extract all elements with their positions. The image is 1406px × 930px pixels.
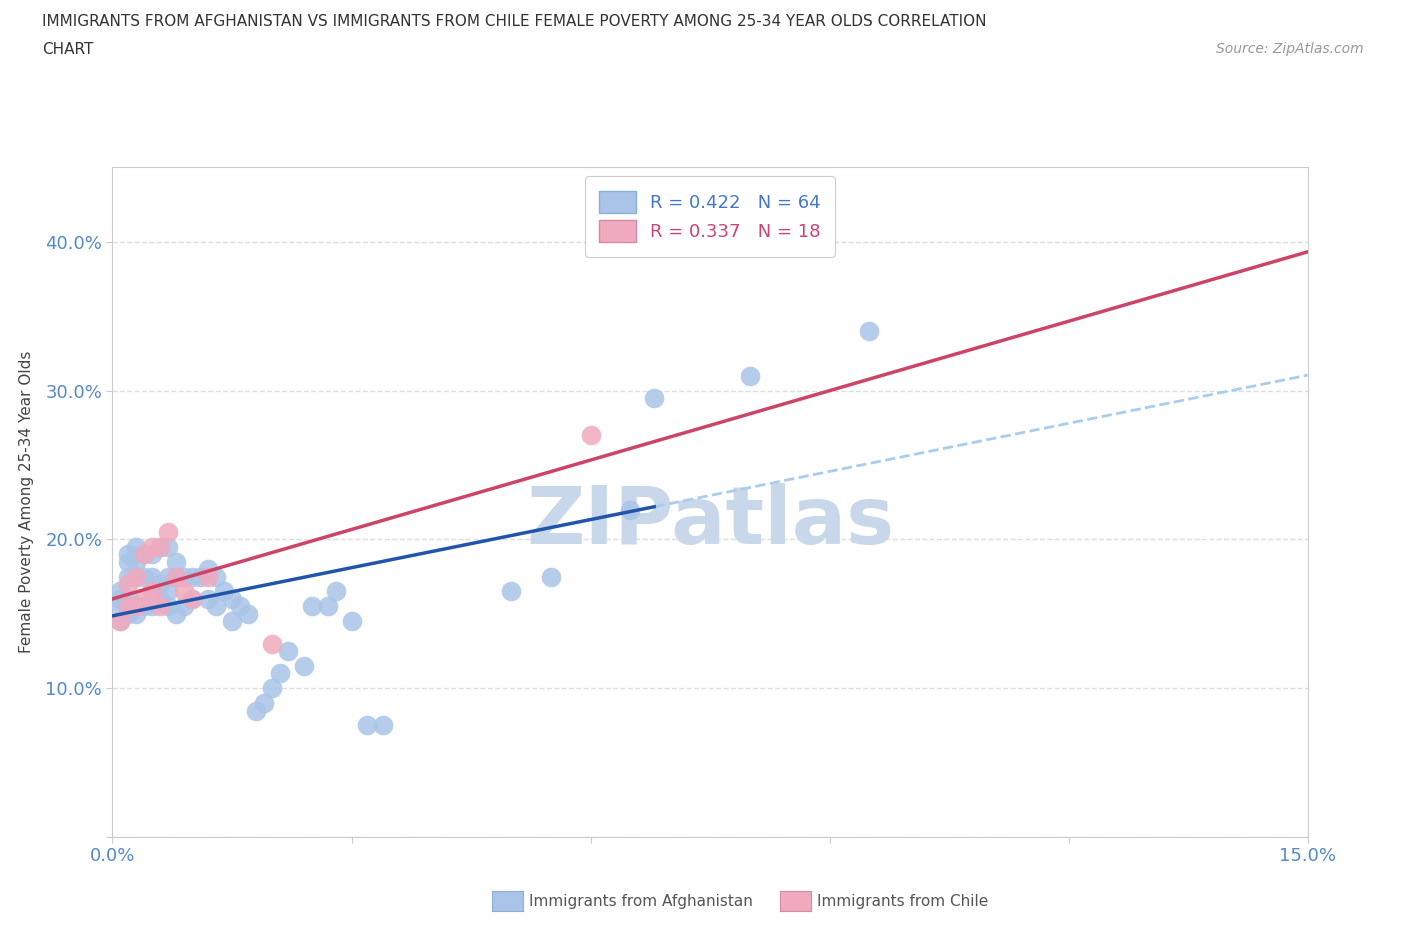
Point [173,569,195,584]
Point [110,591,132,606]
Point [173,584,195,599]
Point [117,547,139,562]
Text: Source: ZipAtlas.com: Source: ZipAtlas.com [1216,42,1364,56]
Point [134,591,156,606]
Point [157,569,180,584]
Point [149,539,172,554]
Point [125,539,148,554]
Point [197,569,219,584]
Point [340,614,363,629]
Point [117,591,139,606]
Point [181,591,204,606]
Point [165,569,187,584]
Point [165,569,187,584]
Point [236,606,259,621]
Point [149,599,172,614]
Point [260,636,283,651]
Point [165,554,187,569]
Text: CHART: CHART [42,42,94,57]
Point [125,599,148,614]
Point [205,599,228,614]
Point [134,569,156,584]
Point [579,428,602,443]
Point [141,539,163,554]
Point [117,569,139,584]
Point [157,599,180,614]
Point [110,614,132,629]
Point [221,591,243,606]
Point [292,658,315,673]
Legend: R = 0.422   N = 64, R = 0.337   N = 18: R = 0.422 N = 64, R = 0.337 N = 18 [585,177,835,257]
Point [110,599,132,614]
Point [181,591,204,606]
Point [277,644,299,658]
Point [141,584,163,599]
Point [212,584,235,599]
Point [149,539,172,554]
Text: Immigrants from Chile: Immigrants from Chile [817,894,988,909]
Point [245,703,267,718]
Point [229,599,252,614]
Point [117,599,139,614]
Point [643,391,665,405]
Point [110,614,132,629]
Point [373,718,395,733]
Point [134,547,156,562]
Y-axis label: Female Poverty Among 25-34 Year Olds: Female Poverty Among 25-34 Year Olds [20,351,34,654]
Point [149,577,172,591]
Point [181,569,204,584]
Point [221,614,243,629]
Point [738,368,761,383]
Point [165,606,187,621]
Point [125,569,148,584]
Point [205,569,228,584]
Point [540,569,562,584]
Point [188,569,211,584]
Point [499,584,522,599]
Point [260,681,283,696]
Point [125,606,148,621]
Point [356,718,378,733]
Point [141,547,163,562]
Point [141,584,163,599]
Point [134,599,156,614]
Point [157,584,180,599]
Point [253,696,276,711]
Text: IMMIGRANTS FROM AFGHANISTAN VS IMMIGRANTS FROM CHILE FEMALE POVERTY AMONG 25-34 : IMMIGRANTS FROM AFGHANISTAN VS IMMIGRANT… [42,14,987,29]
Point [117,554,139,569]
Point [157,539,180,554]
Point [110,584,132,599]
Point [197,562,219,577]
Point [117,577,139,591]
Point [141,599,163,614]
Point [157,525,180,539]
Text: Immigrants from Afghanistan: Immigrants from Afghanistan [529,894,752,909]
Point [619,502,641,517]
Point [134,547,156,562]
Point [858,324,880,339]
Point [125,569,148,584]
Point [269,666,291,681]
Point [149,591,172,606]
Point [117,606,139,621]
Point [125,554,148,569]
Point [173,599,195,614]
Point [125,599,148,614]
Text: ZIPatlas: ZIPatlas [526,484,894,562]
Point [197,591,219,606]
Point [316,599,339,614]
Point [301,599,323,614]
Point [117,599,139,614]
Point [141,569,163,584]
Point [325,584,347,599]
